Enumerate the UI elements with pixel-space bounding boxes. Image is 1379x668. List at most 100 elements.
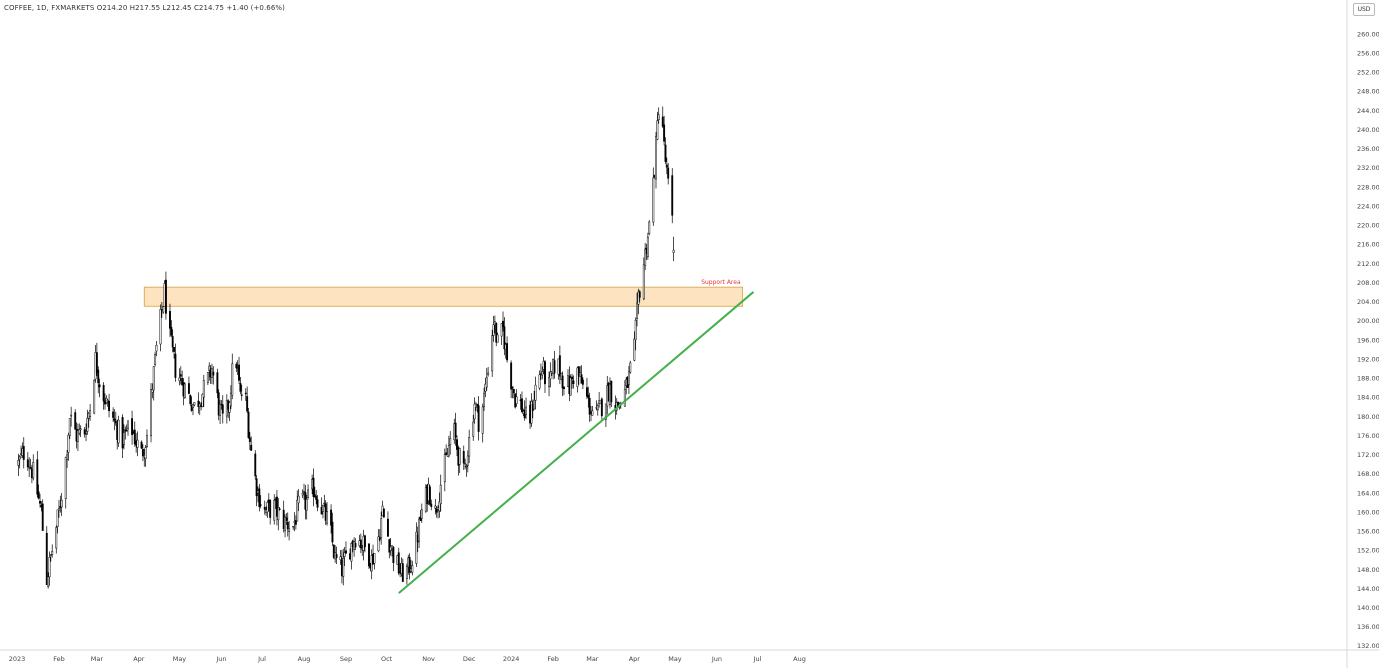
candle-body (273, 499, 276, 521)
candle (454, 412, 457, 446)
candle-body (663, 124, 666, 142)
candle (587, 386, 590, 408)
candle-body (657, 114, 660, 121)
candle-body (667, 167, 670, 179)
candle (323, 494, 326, 508)
candle (216, 368, 219, 398)
candle-body (604, 403, 607, 420)
candle (131, 410, 134, 445)
candle-body (525, 406, 527, 415)
candle-body (49, 554, 52, 557)
candle (68, 418, 71, 440)
candle (634, 317, 637, 351)
candle-body (47, 576, 50, 587)
candle (74, 409, 77, 430)
candle (273, 494, 276, 525)
candle (36, 451, 39, 498)
candle (250, 436, 253, 451)
candle-body (512, 388, 515, 394)
candle (397, 547, 400, 576)
candle-body (17, 460, 20, 466)
candle-body (322, 505, 324, 512)
currency-selector[interactable]: USD (1353, 3, 1375, 16)
candle-body (610, 380, 613, 403)
candle (248, 431, 251, 450)
candle (312, 468, 315, 507)
candle (428, 484, 431, 507)
candle-body (250, 444, 253, 451)
candle (17, 453, 20, 476)
candle (247, 407, 250, 439)
candle-body (572, 380, 575, 384)
candle (106, 398, 109, 407)
candle (401, 558, 404, 583)
candle-body (228, 402, 231, 413)
candle (83, 427, 86, 438)
candle-body (301, 492, 304, 496)
time-tick-label: 2023 (9, 655, 26, 663)
candle-body (133, 429, 136, 445)
candle-body (656, 120, 659, 140)
candle-body (219, 403, 222, 416)
candle (49, 554, 52, 562)
candle (193, 402, 196, 407)
price-axis: 132.00 136.00 140.00 144.00 148.00 152.00 156.… (1357, 30, 1379, 650)
candle (439, 474, 442, 512)
candle-body (534, 384, 537, 401)
candle (405, 563, 408, 585)
candle-body (447, 445, 450, 457)
candle (228, 401, 231, 422)
candle (117, 415, 120, 447)
candle (430, 499, 433, 511)
price-tick-label: 208.00 (1357, 279, 1379, 287)
candle (434, 498, 437, 515)
candle (152, 366, 155, 401)
candle (477, 396, 480, 441)
candle-body (439, 484, 442, 504)
candle (600, 397, 603, 422)
candle-body (136, 439, 139, 448)
candle-body (503, 326, 506, 350)
candle-body (495, 322, 498, 343)
candle-body (183, 383, 186, 399)
candle-body (221, 404, 224, 414)
candle (284, 514, 287, 538)
candle-body (492, 324, 495, 336)
candle-body (254, 453, 257, 477)
candle-body (521, 398, 523, 413)
candle (183, 382, 186, 399)
candle-body (445, 452, 448, 455)
time-tick-label: May (668, 655, 682, 663)
candle-body (591, 410, 594, 416)
candle-body (549, 371, 552, 380)
candle (500, 323, 503, 346)
candle (292, 525, 295, 530)
candle (581, 377, 584, 389)
candle-body (312, 477, 315, 497)
candle-body (64, 457, 67, 500)
candle (350, 542, 353, 570)
candle-body (343, 552, 346, 557)
candle (133, 421, 136, 447)
candle (492, 316, 495, 342)
candle (386, 511, 389, 537)
candle (297, 489, 300, 512)
candle (254, 450, 257, 480)
candle-body (569, 377, 572, 396)
candle-body (661, 116, 664, 127)
candle (125, 424, 128, 432)
candle-body (181, 378, 184, 386)
price-tick-label: 252.00 (1357, 69, 1379, 77)
candle-body (155, 345, 158, 352)
candle-body (192, 404, 194, 408)
candle-body (146, 435, 148, 447)
candle (76, 423, 79, 451)
candle-body (113, 418, 116, 421)
candle (638, 289, 641, 303)
candle (294, 515, 297, 530)
candle-body (89, 410, 92, 417)
candle-body (239, 383, 242, 392)
candle (97, 366, 100, 394)
candle-body (246, 396, 249, 412)
